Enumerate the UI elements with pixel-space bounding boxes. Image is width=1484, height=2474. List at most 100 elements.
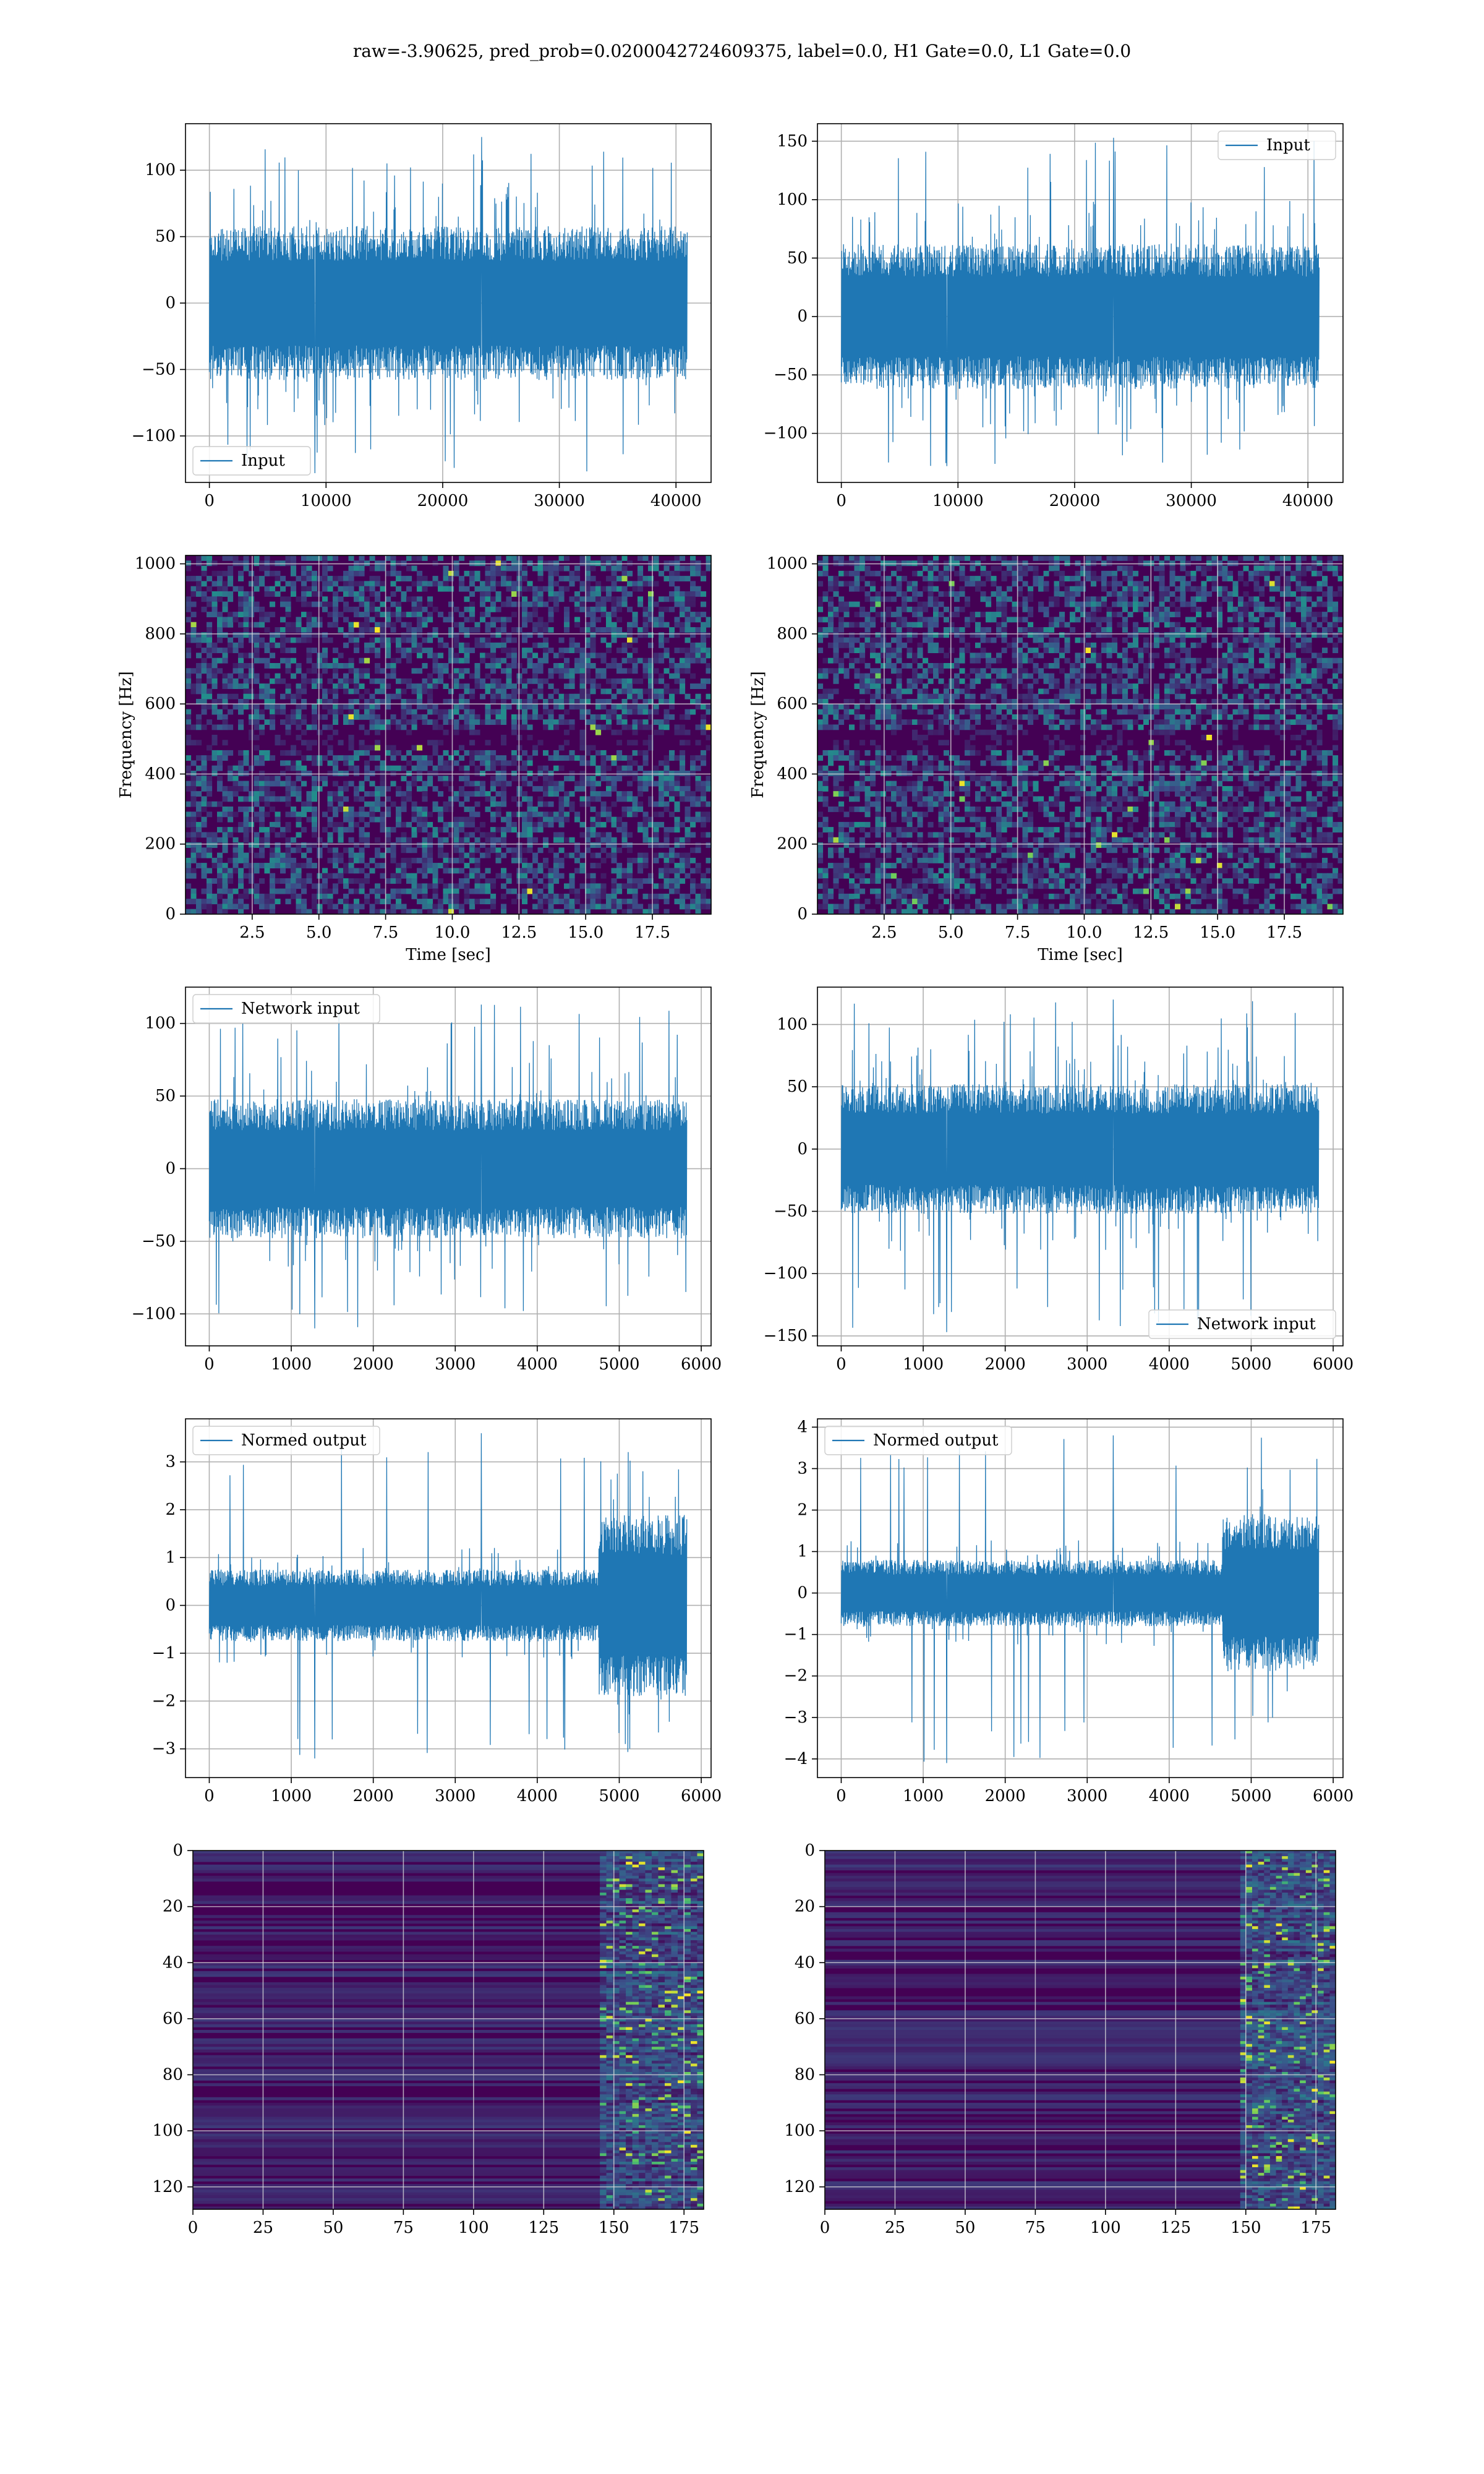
spectrogram-cell: [275, 776, 281, 782]
spectrogram-cell: [333, 811, 339, 818]
spectrogram-cell: [438, 842, 444, 848]
spectrogram-cell: [881, 827, 887, 833]
spectrogram-cell: [881, 816, 887, 823]
spectrogram-cell: [438, 760, 444, 766]
spectrogram-cell: [506, 617, 512, 623]
spectrogram-cell: [906, 781, 913, 787]
spectrogram-cell: [417, 785, 423, 792]
spectrogram-cell: [422, 899, 428, 904]
spectrogram-cell: [558, 673, 565, 679]
spectrogram-cell: [207, 899, 213, 904]
spectrogram-cell: [680, 678, 686, 684]
spectrogram-cell: [590, 776, 596, 782]
spectrogram-cell: [190, 591, 197, 597]
spectrogram-cell: [401, 863, 407, 868]
y-tick-label: 200: [145, 835, 176, 854]
spectrogram-cell: [511, 827, 518, 833]
spectrogram-cell: [222, 832, 228, 838]
spectrogram-cell: [369, 648, 375, 653]
spectrogram-cell: [917, 832, 923, 838]
spectrogram-cell: [490, 601, 497, 607]
spectrogram-cell: [896, 678, 902, 684]
spectrogram-cell: [385, 683, 391, 689]
spectrogram-cell: [485, 909, 491, 915]
spectrogram-cell: [495, 642, 501, 648]
spectrogram-cell: [859, 683, 866, 689]
spectrogram-cell: [249, 570, 255, 576]
spectrogram-cell: [501, 868, 507, 874]
spectrogram-cell: [669, 857, 675, 863]
spectrogram-cell: [532, 673, 539, 679]
spectrogram-cell: [222, 648, 228, 653]
spectrogram-cell: [653, 581, 659, 587]
spectrogram-cell: [949, 765, 955, 771]
spectrogram-cell: [954, 878, 960, 884]
spectrogram-cell: [611, 704, 617, 710]
spectrogram-cell: [348, 765, 354, 771]
spectrogram-cell: [270, 755, 276, 761]
spectrogram-cell: [275, 576, 281, 581]
spectrogram-cell: [270, 878, 276, 884]
spectrogram-cell: [558, 816, 565, 823]
spectrogram-cell: [348, 586, 354, 592]
spectrogram-cell: [621, 688, 628, 695]
spectrogram-cell: [201, 852, 207, 858]
spectrogram-cell: [375, 668, 381, 674]
spectrogram-cell: [917, 709, 923, 715]
spectrogram-cell: [684, 807, 691, 812]
spectrogram-cell: [196, 678, 202, 684]
spectrogram-cell: [527, 807, 533, 812]
spectrogram-cell: [296, 821, 302, 828]
spectrogram-cell: [548, 821, 554, 828]
spectrogram-cell: [828, 596, 834, 602]
spectrogram-cell: [312, 791, 318, 797]
spectrogram-cell: [190, 791, 197, 797]
spectrogram-cell: [322, 811, 328, 818]
spectrogram-cell: [690, 771, 696, 776]
spectrogram-cell: [881, 586, 887, 592]
spectrogram-cell: [417, 776, 423, 782]
spectrogram-cell: [238, 622, 244, 628]
spectrogram-cell: [949, 873, 955, 879]
spectrogram-cell: [243, 601, 249, 607]
spectrogram-cell: [638, 776, 644, 782]
spectrogram-cell: [317, 873, 323, 879]
spectrogram-cell: [522, 683, 528, 689]
spectrogram-cell: [432, 678, 438, 684]
spectrogram-cell: [638, 704, 644, 710]
spectrogram-cell: [680, 648, 686, 653]
spectrogram-cell: [864, 565, 871, 571]
spectrogram-cell: [944, 576, 950, 581]
spectrogram-cell: [280, 719, 286, 725]
spectrogram-cell: [501, 581, 507, 587]
spectrogram-cell: [690, 565, 696, 571]
spectrogram-cell: [680, 791, 686, 797]
spectrogram-cell: [270, 632, 276, 638]
spectrogram-cell: [859, 785, 866, 792]
spectrogram-cell: [396, 719, 402, 725]
spectrogram-cell: [854, 821, 860, 828]
spectrogram-cell: [275, 678, 281, 684]
spectrogram-cell: [574, 842, 581, 848]
spectrogram-cell: [306, 796, 312, 802]
spectrogram-cell: [190, 852, 197, 858]
spectrogram-cell: [301, 888, 307, 894]
spectrogram-cell: [501, 837, 507, 843]
spectrogram-cell: [833, 560, 839, 567]
spectrogram-cell: [822, 565, 829, 571]
spectrogram-cell: [838, 909, 845, 915]
spectrogram-cell: [501, 576, 507, 581]
spectrogram-cell: [906, 688, 913, 695]
spectrogram-cell: [459, 657, 465, 664]
spectrogram-cell: [680, 760, 686, 766]
spectrogram-cell: [638, 883, 644, 889]
spectrogram-cell: [222, 704, 228, 710]
spectrogram-cell: [448, 765, 454, 771]
spectrogram-cell: [396, 811, 402, 818]
spectrogram-cell: [822, 693, 829, 700]
spectrogram-cell: [616, 668, 623, 674]
spectrogram-cell: [579, 909, 586, 915]
spectrogram-cell: [611, 565, 617, 571]
spectrogram-cell: [606, 811, 612, 818]
spectrogram-cell: [522, 847, 528, 854]
